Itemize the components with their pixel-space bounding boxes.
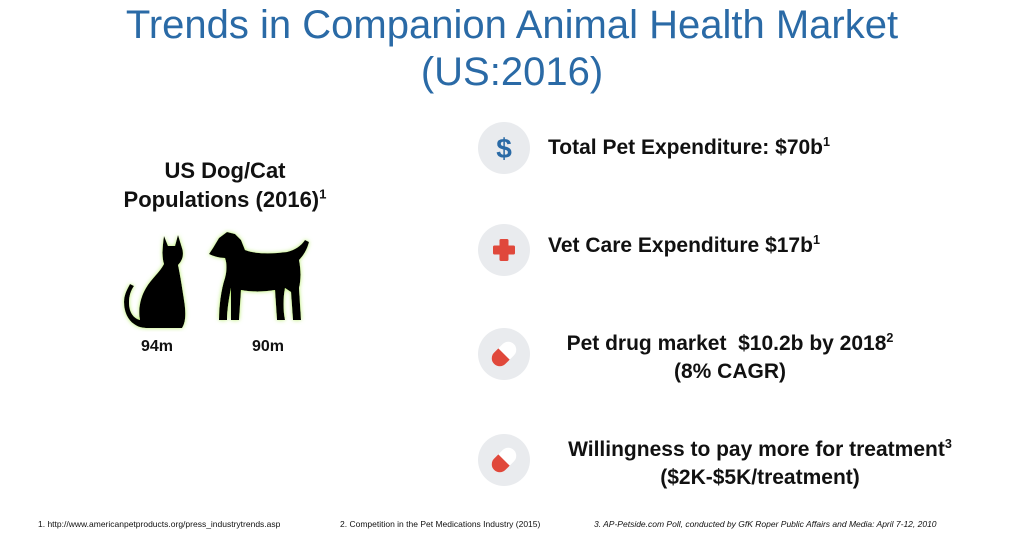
footnote-3: 3. AP-Petside.com Poll, conducted by GfK… [594,519,937,529]
stat-text-line-2: ($2K-$5K/treatment) [660,466,860,489]
stat-footnote-ref: 3 [944,437,952,451]
pill-icon [491,447,517,473]
populations-footnote-ref: 1 [319,186,327,202]
populations-heading-line-1: US Dog/Cat [164,158,286,183]
stat-text: Vet Care Expenditure $17b [548,234,813,257]
dollar-icon-badge: $ [478,122,530,174]
footnote-2: 2. Competition in the Pet Medications In… [340,519,541,529]
pill-icon [491,341,517,367]
stat-text-line-2: (8% CAGR) [673,360,786,383]
footnote-1: 1. http://www.americanpetproducts.org/pr… [38,519,281,529]
medical-cross-icon-badge [478,224,530,276]
medical-cross-icon [493,239,515,261]
svg-text:$: $ [496,133,512,164]
cat-population-value: 94m [140,338,174,355]
stat-footnote-ref: 1 [823,135,831,149]
willingness-to-pay: Willingness to pay more for treatment3 (… [540,436,980,492]
title-line-2: (US:2016) [420,50,604,94]
stat-text: Total Pet Expenditure: $70b [548,136,823,159]
dog-silhouette-icon [209,232,309,320]
pet-drug-market: Pet drug market $10.2b by 20182 (8% CAGR… [540,330,920,386]
populations-heading-line-2: Populations (2016) [123,187,320,212]
stat-footnote-ref: 2 [886,331,894,345]
populations-heading: US Dog/Cat Populations (2016)1 [100,156,350,214]
total-pet-expenditure: Total Pet Expenditure: $70b1 [548,134,830,162]
title-line-1: Trends in Companion Animal Health Market [125,3,899,47]
stat-footnote-ref: 1 [812,233,820,247]
page-title: Trends in Companion Animal Health Market… [0,2,1024,96]
dollar-icon: $ [496,133,512,164]
vet-care-expenditure: Vet Care Expenditure $17b1 [548,232,820,260]
pill-icon-badge [478,328,530,380]
cat-silhouette-icon [124,235,186,328]
dog-population-value: 90m [251,338,285,355]
stat-text-line-1: Willingness to pay more for treatment [568,438,945,461]
pill-icon-badge [478,434,530,486]
stat-text-line-1: Pet drug market $10.2b by 2018 [566,332,887,355]
